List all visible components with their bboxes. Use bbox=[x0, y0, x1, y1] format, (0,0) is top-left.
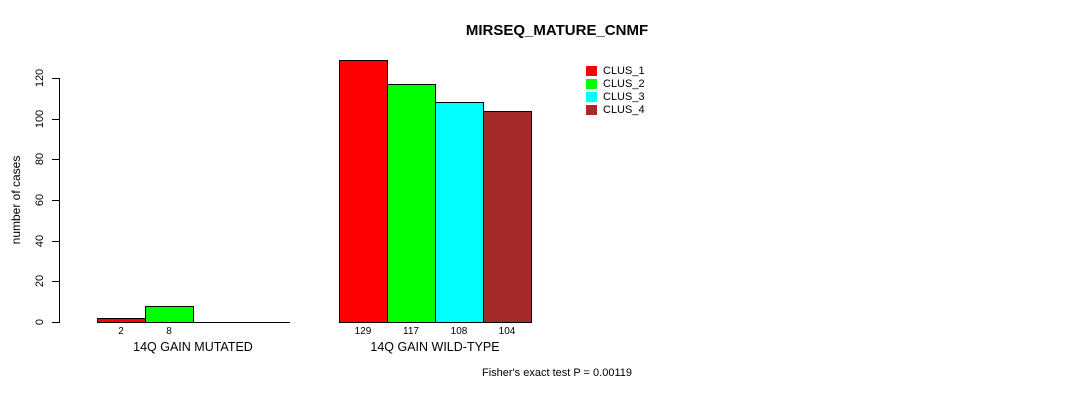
legend-item-clus_3: CLUS_3 bbox=[586, 91, 645, 103]
y-tick bbox=[52, 159, 60, 160]
bar-clus_3-2 bbox=[435, 102, 484, 323]
statistical-annotation: Fisher's exact test P = 0.00119 bbox=[482, 367, 632, 379]
bar-clus_2-2 bbox=[387, 84, 436, 323]
bar-value-label: 8 bbox=[166, 326, 172, 337]
legend: CLUS_1 CLUS_2 CLUS_3 CLUS_4 bbox=[586, 66, 645, 118]
y-tick bbox=[52, 78, 60, 79]
chart-title: MIRSEQ_MATURE_CNMF bbox=[465, 22, 649, 39]
legend-label: CLUS_1 bbox=[603, 65, 645, 77]
bar-clus_2-1 bbox=[145, 306, 194, 323]
bar-value-label: 2 bbox=[118, 326, 124, 337]
y-tick-label: 60 bbox=[34, 193, 46, 207]
legend-swatch-icon bbox=[586, 105, 597, 115]
legend-swatch-icon bbox=[586, 66, 597, 76]
y-tick-label: 80 bbox=[34, 152, 46, 166]
legend-item-clus_1: CLUS_1 bbox=[586, 65, 645, 77]
y-tick-label: 20 bbox=[34, 274, 46, 288]
y-tick-label: 0 bbox=[34, 318, 46, 326]
y-tick-label: 100 bbox=[34, 109, 46, 129]
y-tick bbox=[52, 322, 60, 323]
legend-label: CLUS_4 bbox=[603, 104, 645, 116]
bar-value-label: 129 bbox=[354, 326, 372, 337]
legend-swatch-icon bbox=[586, 92, 597, 102]
bar-clus_4-2 bbox=[483, 111, 532, 323]
y-tick-label: 40 bbox=[34, 234, 46, 248]
bar-value-label: 108 bbox=[450, 326, 468, 337]
category-label: 14Q GAIN MUTATED bbox=[133, 340, 253, 354]
bar-clus_1-1 bbox=[97, 318, 146, 323]
y-tick bbox=[52, 241, 60, 242]
legend-swatch-icon bbox=[586, 79, 597, 89]
legend-label: CLUS_3 bbox=[603, 91, 645, 103]
y-tick bbox=[52, 119, 60, 120]
y-axis-title: number of cases bbox=[9, 155, 23, 245]
bar-value-label: 104 bbox=[498, 326, 516, 337]
category-label: 14Q GAIN WILD-TYPE bbox=[370, 340, 500, 354]
legend-item-clus_4: CLUS_4 bbox=[586, 104, 645, 116]
bar-value-label: 117 bbox=[403, 326, 419, 337]
legend-item-clus_2: CLUS_2 bbox=[586, 78, 645, 90]
y-tick-label: 120 bbox=[34, 68, 46, 88]
y-tick bbox=[52, 200, 60, 201]
y-tick bbox=[52, 281, 60, 282]
bar-clus_1-2 bbox=[339, 60, 388, 323]
legend-label: CLUS_2 bbox=[603, 78, 645, 90]
